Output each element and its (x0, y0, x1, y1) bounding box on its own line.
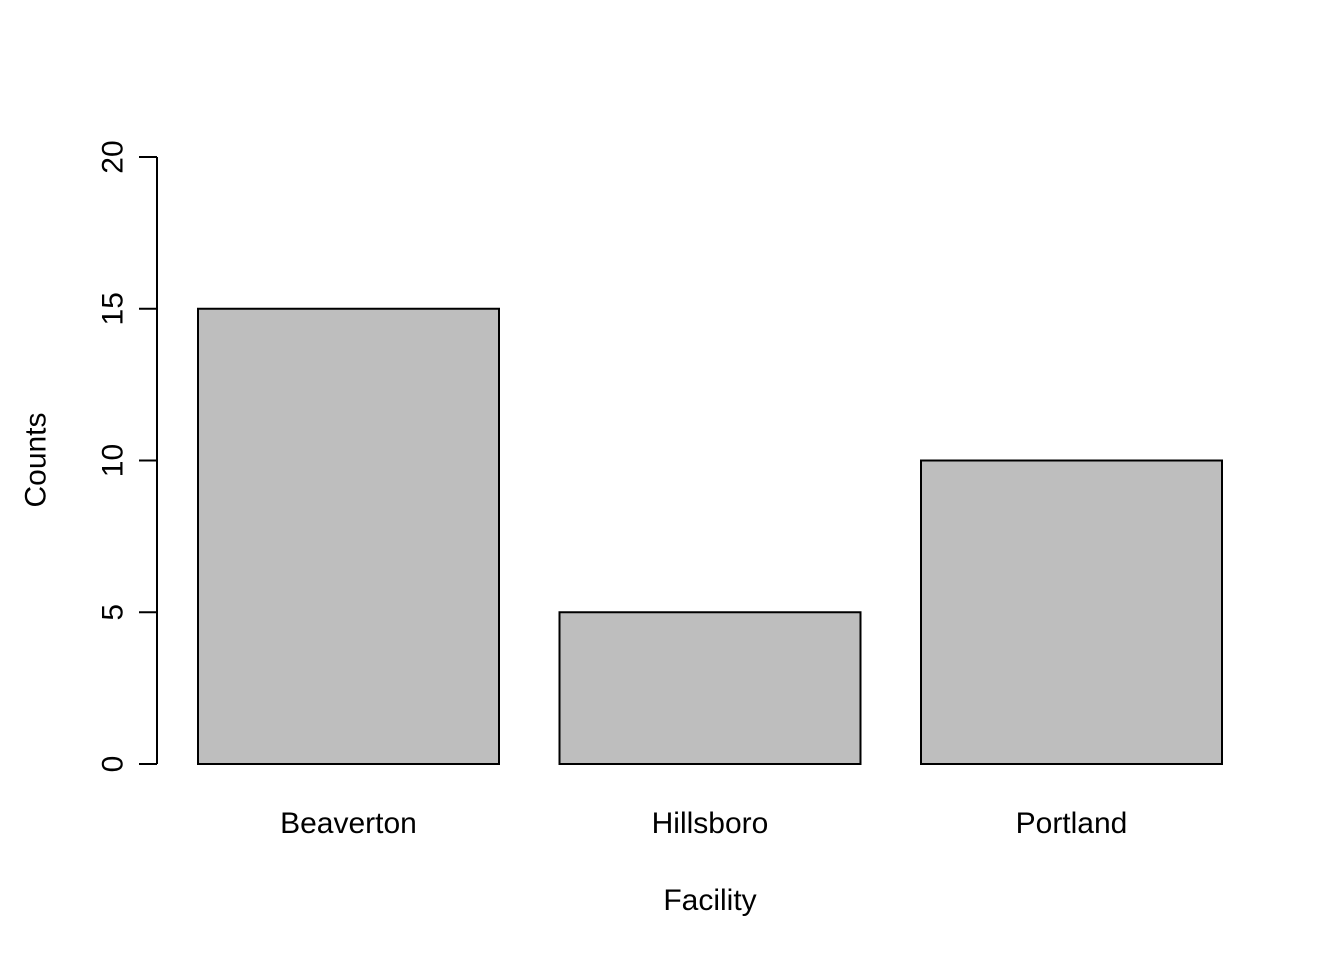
y-tick-label: 10 (97, 444, 130, 477)
x-tick-label: Hillsboro (652, 807, 769, 840)
x-tick-label: Beaverton (280, 807, 417, 840)
bar-hillsboro (558, 611, 862, 765)
y-axis-title: Counts (20, 412, 53, 507)
y-tick-label: 20 (97, 140, 130, 173)
y-tick-label: 15 (97, 292, 130, 325)
y-tick-label: 0 (97, 756, 130, 773)
x-axis-labels: Beaverton Hillsboro Portland (280, 807, 1127, 840)
y-axis: 0 5 10 15 20 (97, 140, 158, 772)
x-tick-label: Portland (1016, 807, 1128, 840)
bars-group (197, 307, 1223, 765)
x-axis-title: Facility (663, 884, 756, 917)
y-tick-label: 5 (97, 604, 130, 621)
bar-beaverton (197, 307, 500, 765)
bar-portland (920, 459, 1223, 765)
